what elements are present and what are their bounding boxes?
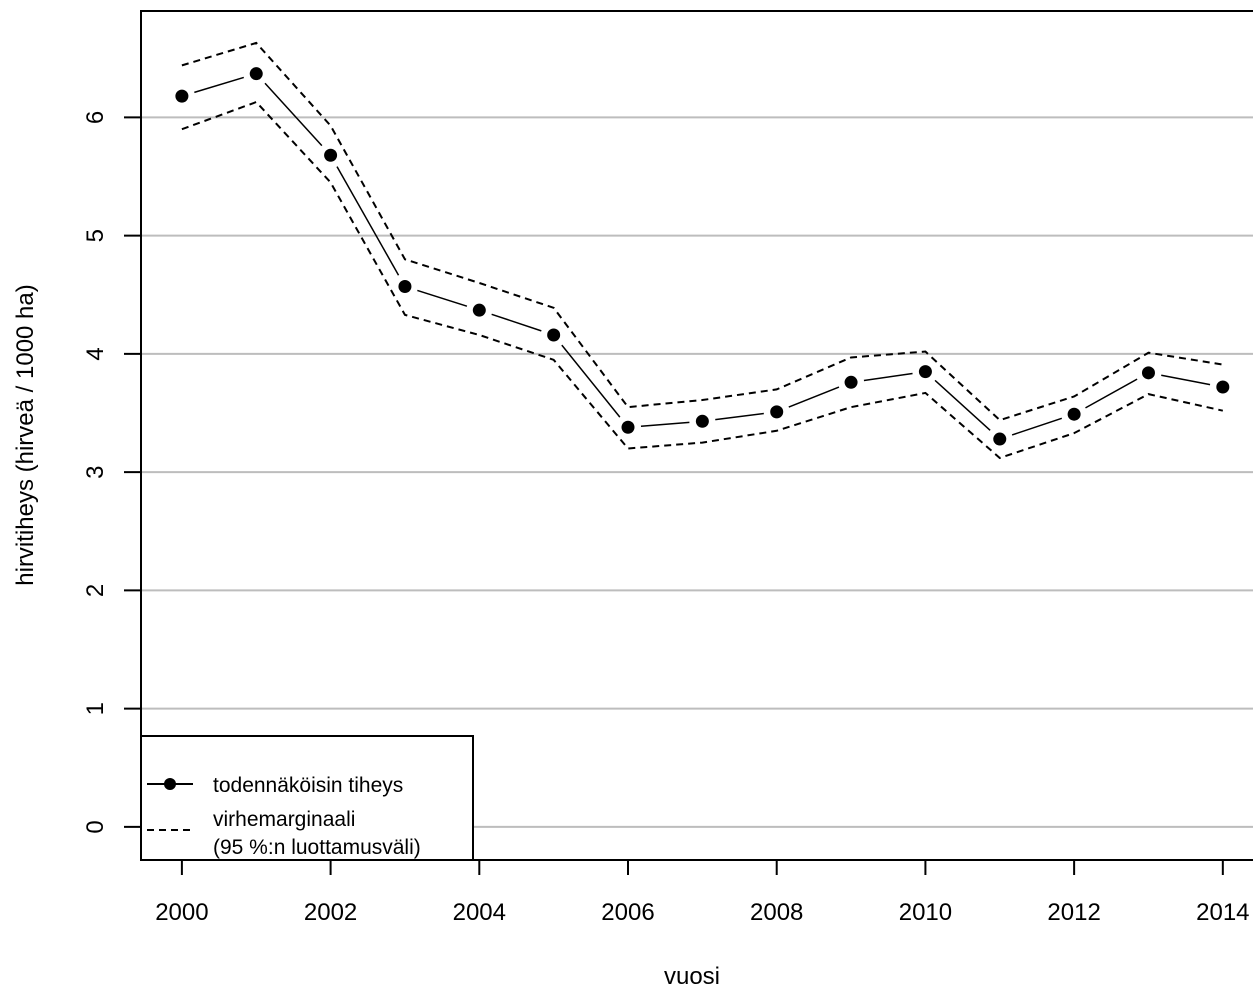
density-line-segment	[561, 344, 621, 418]
data-point	[398, 280, 412, 294]
density-line-segment	[491, 313, 542, 332]
y-tick-label: 3	[82, 465, 109, 478]
data-point	[175, 89, 189, 103]
x-tick-label: 2002	[304, 899, 357, 926]
data-point	[1141, 366, 1155, 380]
density-line-segment	[788, 386, 840, 408]
y-tick-label: 6	[82, 111, 109, 124]
data-point	[547, 328, 561, 342]
density-points	[175, 67, 1230, 446]
y-tick-label: 4	[82, 347, 109, 360]
y-tick-label: 0	[82, 820, 109, 833]
data-point	[770, 405, 784, 419]
x-tick-label: 2008	[750, 899, 803, 926]
density-line-segment	[194, 76, 245, 94]
data-point	[695, 414, 709, 428]
upper-bound-line	[181, 41, 1223, 422]
legend-solid-point	[164, 778, 176, 790]
y-axis: 0 1 2 3 4 5 6	[82, 111, 141, 834]
data-point	[472, 303, 486, 317]
density-line-segment	[863, 372, 913, 382]
density-line-segment	[264, 82, 323, 147]
density-line-segment	[934, 379, 991, 431]
data-point	[621, 420, 635, 434]
density-line-segment	[1161, 374, 1211, 386]
legend-label-dashed: virhemarginaali	[213, 808, 355, 831]
data-point	[918, 365, 932, 379]
legend-box	[140, 735, 474, 861]
x-axis-title: vuosi	[664, 963, 720, 990]
x-tick-label: 2004	[453, 899, 506, 926]
x-tick-label: 2000	[155, 899, 208, 926]
density-line-segment	[1011, 417, 1063, 436]
confidence-band	[181, 41, 1224, 460]
x-axis: 2000 2002 2004 2006 2008 2010 2012 2014	[155, 860, 1250, 926]
data-point	[249, 67, 263, 81]
grid-lines	[141, 116, 1253, 828]
x-tick-label: 2006	[601, 899, 654, 926]
lower-bound-line	[181, 100, 1224, 460]
density-line-segment	[640, 421, 690, 427]
data-point	[993, 432, 1007, 446]
x-tick-label: 2012	[1047, 899, 1100, 926]
legend: todennäköisin tiheys virhemarginaali (95…	[140, 735, 474, 861]
plot-frame	[140, 10, 1253, 861]
density-line-segment	[715, 412, 764, 421]
data-point	[1216, 380, 1230, 394]
density-line-segment	[1085, 378, 1138, 409]
density-line-segment	[417, 289, 468, 307]
legend-label-solid: todennäköisin tiheys	[213, 774, 403, 797]
y-tick-label: 2	[82, 584, 109, 597]
data-point	[844, 375, 858, 389]
legend-label-dashed-note: (95 %:n luottamusväli)	[213, 836, 421, 859]
data-point	[324, 148, 338, 162]
y-tick-label: 5	[82, 229, 109, 242]
y-axis-title: hirvitiheys (hirveä / 1000 ha)	[12, 284, 39, 585]
density-line	[194, 76, 1211, 436]
data-point	[1067, 407, 1081, 421]
y-tick-label: 1	[82, 702, 109, 715]
x-tick-label: 2014	[1196, 899, 1249, 926]
density-line-segment	[336, 166, 400, 276]
x-tick-label: 2010	[899, 899, 952, 926]
